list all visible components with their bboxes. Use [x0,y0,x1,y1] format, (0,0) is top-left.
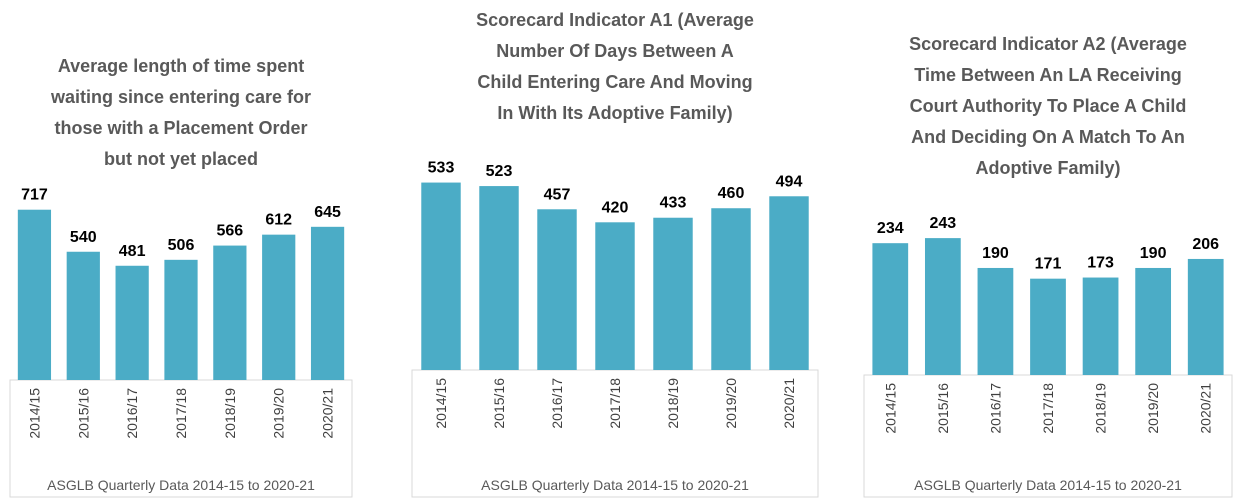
bar [164,259,198,380]
data-label: 173 [1087,255,1114,272]
data-label: 533 [428,160,455,177]
data-label: 206 [1192,236,1219,253]
source-note: ASGLB Quarterly Data 2014-15 to 2020-21 [914,477,1182,493]
x-tick-label: 2020/21 [1198,383,1214,434]
data-label: 717 [21,187,48,204]
x-tick-label: 2014/15 [26,388,42,439]
chart-title: Child Entering Care And Moving [477,72,752,92]
chart-title: waiting since entering care for [50,87,311,107]
bar [1082,277,1119,375]
data-label: 612 [265,212,292,229]
bar [924,238,961,375]
chart-title: Number Of Days Between A [496,41,733,61]
bar [1187,258,1224,375]
bar [66,251,100,380]
x-tick-label: 2018/19 [1093,383,1109,434]
data-label: 433 [660,195,687,212]
data-label: 171 [1035,256,1062,273]
data-label: 190 [982,245,1009,262]
x-tick-label: 2016/17 [987,383,1003,434]
bar [17,209,52,380]
chart-title: Scorecard Indicator A1 (Average [476,10,754,30]
data-label: 645 [314,204,341,221]
data-label: 190 [1140,245,1167,262]
bar [115,265,149,380]
x-tick-label: 2016/17 [549,378,565,429]
bar [262,234,296,380]
data-label: 234 [877,220,904,237]
bar [479,186,519,370]
x-tick-label: 2017/18 [607,378,623,429]
chart-title: Scorecard Indicator A2 (Average [909,34,1187,54]
x-tick-label: 2018/19 [222,388,238,439]
bar [1135,267,1172,375]
bar [872,243,909,375]
x-tick-label: 2015/16 [75,388,91,439]
data-label: 420 [602,199,629,216]
data-label: 243 [930,215,957,232]
data-label: 494 [776,173,803,190]
chart-title: Adoptive Family) [975,158,1120,178]
data-label: 523 [486,163,513,180]
x-tick-label: 2018/19 [665,378,681,429]
bar [1030,278,1066,375]
bar [213,245,247,380]
data-label: 566 [217,223,244,240]
x-tick-label: 2020/21 [781,378,797,429]
data-label: 481 [119,243,146,260]
x-tick-label: 2019/20 [723,378,739,429]
x-tick-label: 2017/18 [173,388,189,439]
data-label: 540 [70,229,97,246]
data-label: 506 [168,237,195,254]
bar [421,182,461,370]
x-tick-label: 2014/15 [433,378,449,429]
chart-title: In With Its Adoptive Family) [497,103,732,123]
x-tick-label: 2015/16 [935,383,951,434]
bar [310,226,345,380]
chart-title: Time Between An LA Receiving [914,65,1181,85]
bar [653,217,693,370]
chart-title: Average length of time spent [58,56,304,76]
data-label: 460 [718,185,745,202]
bar [537,209,577,370]
data-label: 457 [544,186,571,203]
chart-title: but not yet placed [104,149,258,169]
x-tick-label: 2016/17 [124,388,140,439]
source-note: ASGLB Quarterly Data 2014-15 to 2020-21 [481,477,749,493]
x-tick-label: 2015/16 [491,378,507,429]
x-tick-label: 2019/20 [271,388,287,439]
chart-title: those with a Placement Order [54,118,307,138]
x-tick-label: 2017/18 [1040,383,1056,434]
bar [769,196,809,370]
source-note: ASGLB Quarterly Data 2014-15 to 2020-21 [47,477,315,493]
chart-title: Court Authority To Place A Child [910,96,1187,116]
bar [711,208,751,370]
bar [595,222,635,370]
chart-title: And Deciding On A Match To An [911,127,1185,147]
x-tick-label: 2020/21 [320,388,336,439]
x-tick-label: 2019/20 [1145,383,1161,434]
x-tick-label: 2014/15 [882,383,898,434]
bar [977,267,1014,375]
